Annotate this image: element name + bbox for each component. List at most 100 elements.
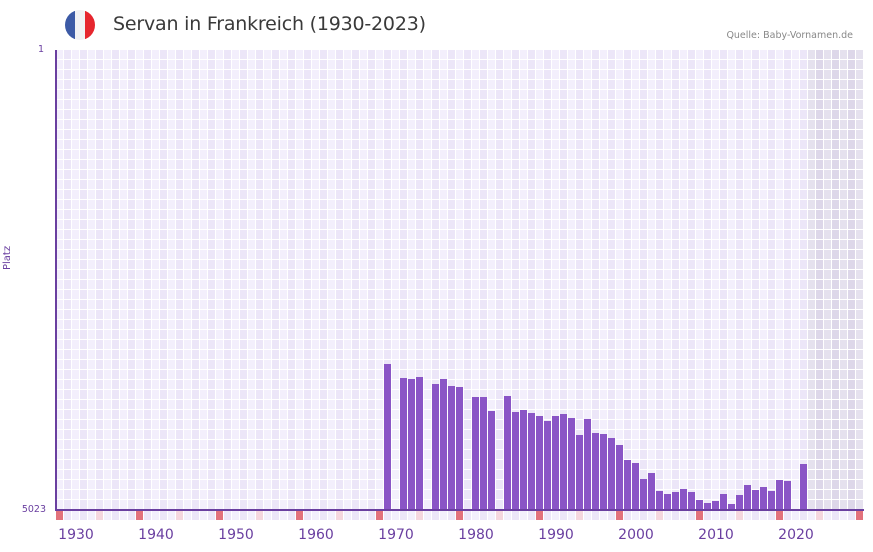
bar-2002[interactable] bbox=[640, 478, 647, 510]
grid-cell bbox=[72, 140, 79, 149]
grid-cell bbox=[208, 470, 215, 479]
bar-1987[interactable] bbox=[520, 409, 527, 510]
bar-2019[interactable] bbox=[776, 479, 783, 510]
bar-1992[interactable] bbox=[560, 414, 567, 510]
grid-cell bbox=[328, 200, 335, 209]
grid-cell bbox=[720, 340, 727, 349]
grid-cell bbox=[648, 250, 655, 259]
grid-cell bbox=[224, 240, 231, 249]
grid-cell bbox=[416, 120, 423, 129]
grid-cell bbox=[600, 260, 607, 269]
bar-2016[interactable] bbox=[752, 489, 759, 510]
grid-cell bbox=[640, 470, 647, 479]
grid-cell bbox=[552, 180, 559, 189]
bar-2008[interactable] bbox=[688, 491, 695, 510]
grid-cell bbox=[464, 200, 471, 209]
grid-cell bbox=[248, 420, 255, 429]
grid-cell bbox=[408, 290, 415, 299]
bar-1978[interactable] bbox=[448, 385, 455, 510]
bar-1989[interactable] bbox=[536, 415, 543, 510]
bar-2017[interactable] bbox=[760, 486, 767, 510]
bar-1999[interactable] bbox=[616, 444, 623, 510]
grid-cell bbox=[592, 250, 599, 259]
grid-cell bbox=[72, 270, 79, 279]
bar-2000[interactable] bbox=[624, 459, 631, 510]
bar-2015[interactable] bbox=[744, 484, 751, 510]
grid-cell bbox=[776, 470, 783, 479]
bar-2020[interactable] bbox=[784, 480, 791, 510]
bar-2007[interactable] bbox=[680, 488, 687, 510]
grid-cell bbox=[608, 80, 615, 89]
bar-2022[interactable] bbox=[800, 464, 807, 510]
bar-1985[interactable] bbox=[504, 395, 511, 510]
bar-2010[interactable] bbox=[704, 502, 711, 510]
bar-1990[interactable] bbox=[544, 420, 551, 510]
grid-cell bbox=[152, 60, 159, 69]
grid-cell bbox=[624, 70, 631, 79]
year-marker bbox=[672, 511, 679, 520]
grid-cell bbox=[448, 60, 455, 69]
bar-2018[interactable] bbox=[768, 490, 775, 510]
grid-cell bbox=[336, 450, 343, 459]
bar-1991[interactable] bbox=[552, 415, 559, 510]
grid-cell bbox=[720, 90, 727, 99]
grid-cell bbox=[56, 260, 63, 269]
bar-2005[interactable] bbox=[664, 493, 671, 510]
grid-cell bbox=[112, 160, 119, 169]
grid-cell bbox=[336, 70, 343, 79]
bar-1998[interactable] bbox=[608, 437, 615, 510]
grid-cell bbox=[336, 200, 343, 209]
bar-1994[interactable] bbox=[576, 434, 583, 510]
year-marker bbox=[304, 511, 311, 520]
bar-1977[interactable] bbox=[440, 378, 447, 510]
grid-cell bbox=[728, 370, 735, 379]
grid-cell bbox=[824, 110, 831, 119]
grid-cell bbox=[160, 130, 167, 139]
grid-cell bbox=[216, 160, 223, 169]
bar-1974[interactable] bbox=[416, 376, 423, 510]
grid-cell bbox=[448, 240, 455, 249]
grid-cell bbox=[64, 490, 71, 499]
grid-cell bbox=[120, 250, 127, 259]
bar-1993[interactable] bbox=[568, 417, 575, 510]
bar-1973[interactable] bbox=[408, 378, 415, 510]
grid-cell bbox=[72, 80, 79, 89]
bar-1988[interactable] bbox=[528, 412, 535, 510]
bar-2012[interactable] bbox=[720, 493, 727, 510]
bar-1986[interactable] bbox=[512, 411, 519, 510]
bar-1995[interactable] bbox=[584, 418, 591, 510]
grid-cell bbox=[824, 250, 831, 259]
grid-cell bbox=[192, 350, 199, 359]
grid-cell bbox=[112, 390, 119, 399]
grid-cell bbox=[80, 270, 87, 279]
bar-2001[interactable] bbox=[632, 463, 639, 510]
bar-2009[interactable] bbox=[696, 499, 703, 510]
grid-cell bbox=[552, 130, 559, 139]
grid-cell bbox=[128, 80, 135, 89]
bar-1981[interactable] bbox=[472, 396, 479, 510]
grid-cell bbox=[376, 460, 383, 469]
bar-1970[interactable] bbox=[384, 363, 391, 510]
bar-2011[interactable] bbox=[712, 500, 719, 510]
bar-2014[interactable] bbox=[736, 494, 743, 510]
grid-cell bbox=[536, 150, 543, 159]
bar-2004[interactable] bbox=[656, 490, 663, 510]
grid-cell bbox=[768, 390, 775, 399]
grid-cell bbox=[184, 120, 191, 129]
grid-cell bbox=[592, 80, 599, 89]
grid-cell bbox=[336, 350, 343, 359]
bar-1976[interactable] bbox=[432, 383, 439, 510]
bar-1979[interactable] bbox=[456, 386, 463, 510]
bar-2006[interactable] bbox=[672, 491, 679, 510]
bar-1997[interactable] bbox=[600, 433, 607, 510]
bar-1982[interactable] bbox=[480, 396, 487, 510]
bar-1983[interactable] bbox=[488, 410, 495, 510]
bar-1996[interactable] bbox=[592, 432, 599, 510]
bar-1972[interactable] bbox=[400, 377, 407, 510]
grid-cell bbox=[256, 70, 263, 79]
grid-cell bbox=[240, 210, 247, 219]
bar-2013[interactable] bbox=[728, 503, 735, 510]
decade-marker bbox=[536, 511, 543, 520]
bar-2003[interactable] bbox=[648, 472, 655, 510]
grid-cell bbox=[328, 450, 335, 459]
